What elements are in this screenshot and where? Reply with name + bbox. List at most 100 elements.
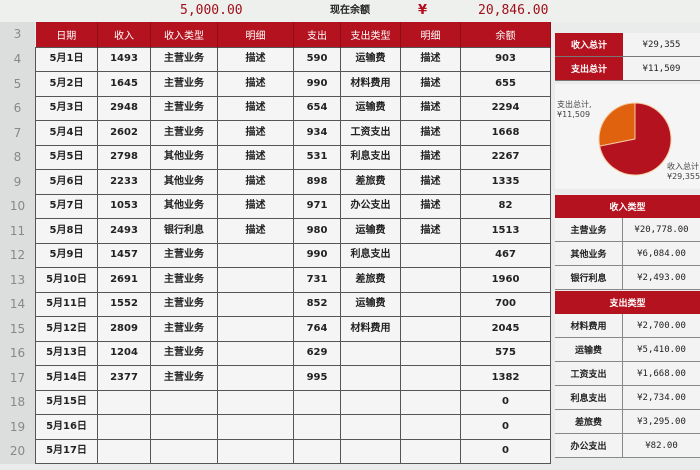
- cell-expense-detail[interactable]: 描述: [400, 120, 461, 146]
- cell-expense-detail[interactable]: 描述: [400, 218, 461, 244]
- pie-slice-expense[interactable]: [598, 102, 636, 147]
- cell-income-type[interactable]: 主营业务: [150, 120, 218, 146]
- row-number[interactable]: 13: [0, 267, 35, 292]
- cell-expense-detail[interactable]: 描述: [400, 169, 461, 195]
- cell-expense-type[interactable]: [340, 389, 401, 415]
- cell-income-detail[interactable]: [217, 316, 294, 342]
- row-number[interactable]: 8: [0, 145, 35, 170]
- cell-expense-type[interactable]: 材料费用: [340, 316, 401, 342]
- cell-income-type[interactable]: 主营业务: [150, 242, 218, 268]
- cell-date[interactable]: 5月14日: [35, 365, 98, 391]
- row-number[interactable]: 12: [0, 243, 35, 268]
- cell-income[interactable]: 2602: [97, 120, 151, 146]
- cell-income[interactable]: 2798: [97, 144, 151, 170]
- cell-income-type[interactable]: 主营业务: [150, 291, 218, 317]
- cell-income-type[interactable]: [150, 438, 218, 464]
- cell-date[interactable]: 5月12日: [35, 316, 98, 342]
- cell-expense-type[interactable]: [340, 365, 401, 391]
- cell-income-detail[interactable]: [217, 267, 294, 293]
- cell-income[interactable]: 2948: [97, 95, 151, 121]
- cell-expense[interactable]: 629: [293, 340, 341, 366]
- category-amount[interactable]: ¥20,778.00: [634, 224, 689, 235]
- row-number[interactable]: 5: [0, 71, 35, 96]
- cell-income[interactable]: 2809: [97, 316, 151, 342]
- column-header[interactable]: 收入: [97, 22, 151, 47]
- cell-expense-type[interactable]: [340, 414, 401, 440]
- row-number[interactable]: 18: [0, 390, 35, 415]
- row-number[interactable]: 16: [0, 341, 35, 366]
- cell-date[interactable]: 5月9日: [35, 242, 98, 268]
- cell-expense[interactable]: 980: [293, 218, 341, 244]
- cell-income-type[interactable]: 主营业务: [150, 95, 218, 121]
- cell-income-detail[interactable]: 描述: [217, 218, 294, 244]
- cell-expense[interactable]: 971: [293, 193, 341, 219]
- cell-income-detail[interactable]: 描述: [217, 71, 294, 97]
- cell-income-detail[interactable]: 描述: [217, 193, 294, 219]
- cell-expense[interactable]: [293, 414, 341, 440]
- cell-income[interactable]: 2377: [97, 365, 151, 391]
- category-amount[interactable]: ¥2,734.00: [637, 392, 686, 403]
- income-expense-pie-chart[interactable]: 支出总计, ¥11,509 收入总计 ¥29,355: [555, 84, 700, 189]
- cell-expense-type[interactable]: [340, 438, 401, 464]
- cell-income-type[interactable]: 银行利息: [150, 218, 218, 244]
- row-number[interactable]: 6: [0, 96, 35, 121]
- row-number[interactable]: 3: [0, 22, 35, 47]
- income-total-value[interactable]: ¥29,355: [623, 33, 700, 56]
- cell-income-type[interactable]: [150, 414, 218, 440]
- cell-expense-detail[interactable]: 描述: [400, 144, 461, 170]
- cell-expense[interactable]: [293, 389, 341, 415]
- cell-date[interactable]: 5月10日: [35, 267, 98, 293]
- cell-balance[interactable]: 1335: [460, 169, 551, 195]
- row-number[interactable]: 9: [0, 169, 35, 194]
- cell-balance[interactable]: 575: [460, 340, 551, 366]
- column-header[interactable]: 明细: [217, 22, 294, 47]
- cell-expense[interactable]: 990: [293, 242, 341, 268]
- cell-income-detail[interactable]: 描述: [217, 95, 294, 121]
- cell-expense-detail[interactable]: 描述: [400, 71, 461, 97]
- cell-balance[interactable]: 700: [460, 291, 551, 317]
- column-header[interactable]: 支出: [293, 22, 341, 47]
- row-number[interactable]: 4: [0, 47, 35, 72]
- cell-income-detail[interactable]: [217, 365, 294, 391]
- cell-expense-detail[interactable]: [400, 267, 461, 293]
- cell-income-detail[interactable]: 描述: [217, 120, 294, 146]
- pie-slice-income[interactable]: [599, 102, 672, 176]
- cell-expense[interactable]: 531: [293, 144, 341, 170]
- cell-expense-detail[interactable]: [400, 414, 461, 440]
- cell-income[interactable]: [97, 414, 151, 440]
- cell-balance[interactable]: 82: [460, 193, 551, 219]
- cell-expense-detail[interactable]: [400, 365, 461, 391]
- cell-balance[interactable]: 1513: [460, 218, 551, 244]
- cell-income-detail[interactable]: [217, 340, 294, 366]
- cell-balance[interactable]: 0: [460, 389, 551, 415]
- cell-income-detail[interactable]: 描述: [217, 144, 294, 170]
- cell-income-type[interactable]: 主营业务: [150, 365, 218, 391]
- cell-date[interactable]: 5月13日: [35, 340, 98, 366]
- cell-expense-type[interactable]: 工资支出: [340, 120, 401, 146]
- row-number[interactable]: 11: [0, 218, 35, 243]
- category-amount[interactable]: ¥3,295.00: [637, 416, 686, 427]
- cell-expense-type[interactable]: 运输费: [340, 291, 401, 317]
- column-header[interactable]: 收入类型: [150, 22, 218, 47]
- category-amount[interactable]: ¥2,493.00: [637, 272, 686, 283]
- cell-income-detail[interactable]: [217, 389, 294, 415]
- cell-income[interactable]: 1204: [97, 340, 151, 366]
- expense-total-value[interactable]: ¥11,509: [623, 57, 700, 80]
- cell-expense[interactable]: 852: [293, 291, 341, 317]
- cell-expense-detail[interactable]: [400, 389, 461, 415]
- cell-income-detail[interactable]: [217, 438, 294, 464]
- category-amount[interactable]: ¥2,700.00: [637, 320, 686, 331]
- cell-expense[interactable]: 731: [293, 267, 341, 293]
- cell-expense[interactable]: 590: [293, 46, 341, 72]
- cell-income-detail[interactable]: 描述: [217, 169, 294, 195]
- cell-expense-type[interactable]: 运输费: [340, 46, 401, 72]
- cell-expense-type[interactable]: 利息支出: [340, 144, 401, 170]
- cell-date[interactable]: 5月7日: [35, 193, 98, 219]
- cell-income[interactable]: [97, 389, 151, 415]
- category-amount[interactable]: ¥82.00: [645, 440, 678, 451]
- cell-expense-type[interactable]: 运输费: [340, 95, 401, 121]
- cell-income-type[interactable]: 其他业务: [150, 193, 218, 219]
- cell-expense-type[interactable]: 差旅费: [340, 267, 401, 293]
- category-amount[interactable]: ¥1,668.00: [637, 368, 686, 379]
- cell-expense-detail[interactable]: 描述: [400, 193, 461, 219]
